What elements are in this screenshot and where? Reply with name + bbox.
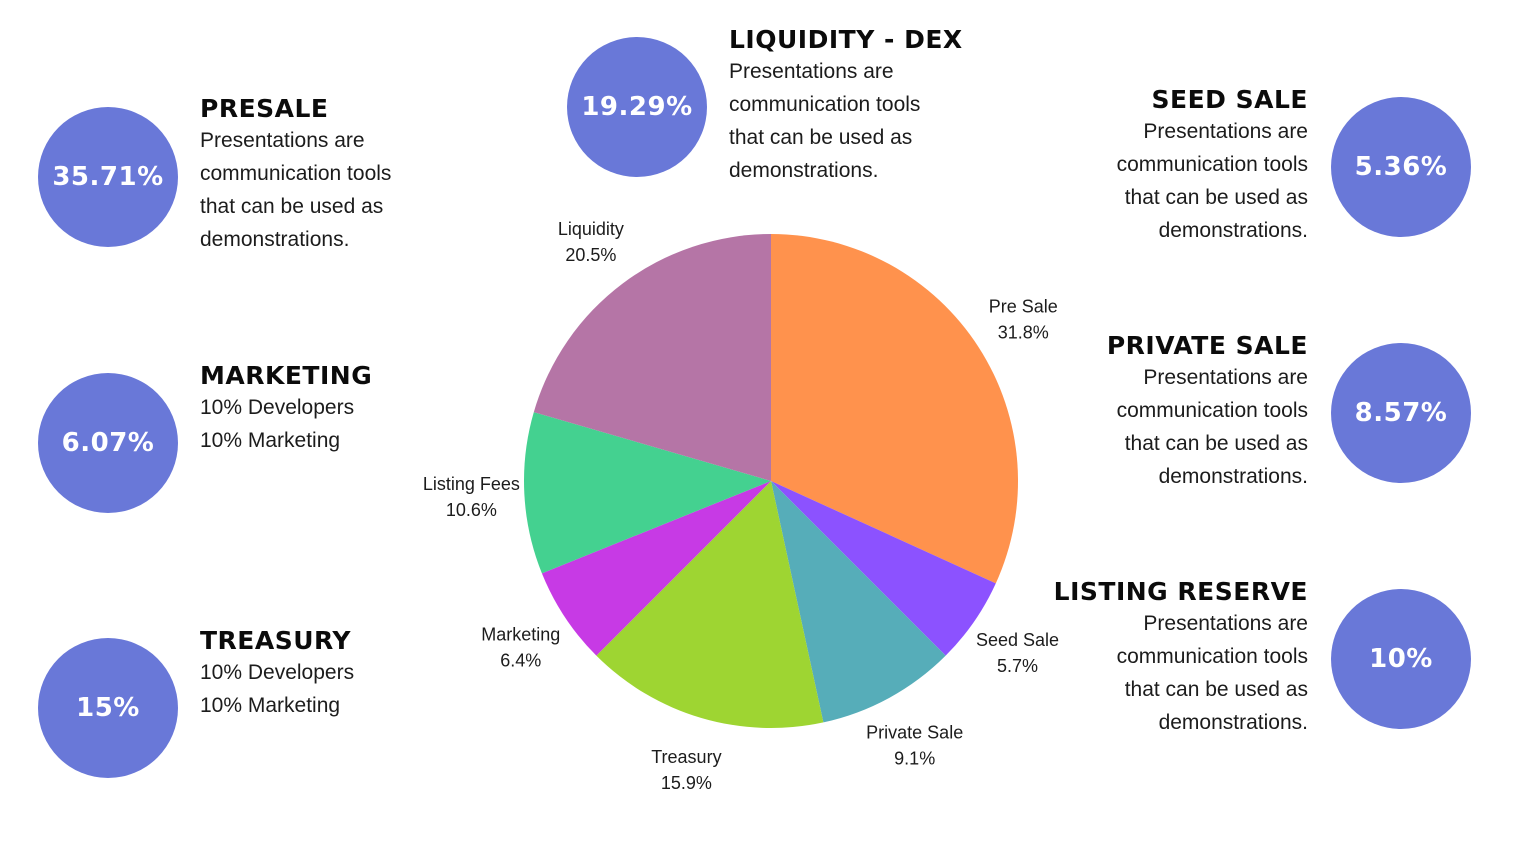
listing-reserve-desc-line: communication tools [1116,645,1308,668]
pie-label-marketing: Marketing [481,625,560,645]
seed-sale-description: Presentations are communication tools th… [1117,115,1308,247]
pie-slice-seed-sale [771,481,996,656]
presale-desc-line: communication tools [200,162,392,185]
pie-slice-marketing [541,481,771,656]
pie-value-pre-sale: 31.8% [998,323,1049,343]
pie-slice-treasury [596,481,824,729]
marketing-badge: 6.07% [38,373,178,513]
liquidity-badge: 19.29% [567,37,707,177]
seed-sale-desc-line: communication tools [1116,153,1308,176]
presale-description: Presentations are communication tools th… [200,124,391,256]
presale-desc-line: that can be used as [200,195,384,218]
listing-reserve-title: LISTING RESERVE [1053,577,1308,606]
seed-sale-desc-line: demonstrations. [1158,219,1308,242]
listing-reserve-card: LISTING RESERVE Presentations are commun… [1054,577,1308,739]
private-sale-desc-line: demonstrations. [1158,465,1308,488]
seed-sale-badge: 5.36% [1331,97,1471,237]
seed-sale-card: SEED SALE Presentations are communicatio… [1117,85,1308,247]
listing-reserve-badge: 10% [1331,589,1471,729]
liquidity-card: LIQUIDITY - DEX Presentations are commun… [729,25,963,187]
listing-reserve-description: Presentations are communication tools th… [1054,607,1308,739]
pie-slice-liquidity [533,234,771,481]
liquidity-desc-line: that can be used as [729,126,913,149]
liquidity-desc-line: communication tools [729,93,921,116]
liquidity-desc-line: demonstrations. [729,159,879,182]
presale-card: PRESALE Presentations are communication … [200,94,391,256]
pie-label-seed-sale: Seed Sale [976,630,1059,650]
pie-slice-pre-sale [771,234,1019,584]
listing-reserve-desc-line: demonstrations. [1158,711,1308,734]
pie-label-private-sale: Private Sale [866,722,963,742]
marketing-title: MARKETING [200,361,373,390]
marketing-desc-line: 10% Developers [200,396,355,419]
treasury-card: TREASURY 10% Developers 10% Marketing [200,626,354,722]
seed-sale-title: SEED SALE [1151,85,1308,114]
treasury-desc-line: 10% Developers [200,661,355,684]
private-sale-card: PRIVATE SALE Presentations are communica… [1107,331,1308,493]
pie-slice-private-sale [771,481,946,723]
private-sale-desc-line: communication tools [1116,399,1308,422]
liquidity-title: LIQUIDITY - DEX [729,25,963,54]
presale-badge: 35.71% [38,107,178,247]
marketing-desc-line: 10% Marketing [200,429,341,452]
liquidity-desc-line: Presentations are [729,60,894,83]
pie-value-liquidity: 20.5% [565,245,616,265]
treasury-description: 10% Developers 10% Marketing [200,656,354,722]
private-sale-description: Presentations are communication tools th… [1107,361,1308,493]
marketing-card: MARKETING 10% Developers 10% Marketing [200,361,372,457]
marketing-description: 10% Developers 10% Marketing [200,391,372,457]
private-sale-desc-line: Presentations are [1143,366,1308,389]
pie-value-treasury: 15.9% [661,773,712,793]
pie-label-liquidity: Liquidity [558,219,624,239]
pie-value-marketing: 6.4% [500,651,541,671]
treasury-title: TREASURY [200,626,352,655]
treasury-badge: 15% [38,638,178,778]
seed-sale-desc-line: Presentations are [1143,120,1308,143]
private-sale-desc-line: that can be used as [1124,432,1308,455]
seed-sale-desc-line: that can be used as [1124,186,1308,209]
pie-label-treasury: Treasury [651,747,721,767]
presale-desc-line: Presentations are [200,129,365,152]
listing-reserve-desc-line: Presentations are [1143,612,1308,635]
listing-reserve-desc-line: that can be used as [1124,678,1308,701]
pie-label-pre-sale: Pre Sale [989,297,1058,317]
private-sale-title: PRIVATE SALE [1106,331,1308,360]
treasury-desc-line: 10% Marketing [200,694,341,717]
private-sale-badge: 8.57% [1331,343,1471,483]
liquidity-description: Presentations are communication tools th… [729,55,963,187]
presale-desc-line: demonstrations. [200,228,350,251]
pie-slice-listing-fees [524,412,771,574]
pie-value-seed-sale: 5.7% [997,656,1038,676]
pie-value-listing-fees: 10.6% [446,500,497,520]
presale-title: PRESALE [200,94,329,123]
pie-label-listing-fees: Listing Fees [423,474,520,494]
pie-value-private-sale: 9.1% [894,748,935,768]
